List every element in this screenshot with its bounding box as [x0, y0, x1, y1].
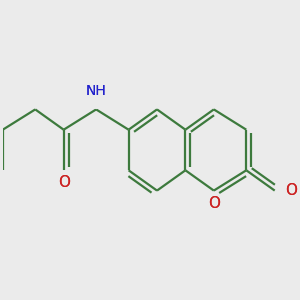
Text: O: O	[208, 196, 220, 211]
Text: O: O	[58, 175, 70, 190]
Text: O: O	[285, 183, 297, 198]
Text: O: O	[58, 175, 70, 190]
Text: O: O	[285, 183, 297, 198]
Text: NH: NH	[86, 84, 106, 98]
Text: O: O	[208, 196, 220, 211]
Text: NH: NH	[86, 84, 106, 98]
